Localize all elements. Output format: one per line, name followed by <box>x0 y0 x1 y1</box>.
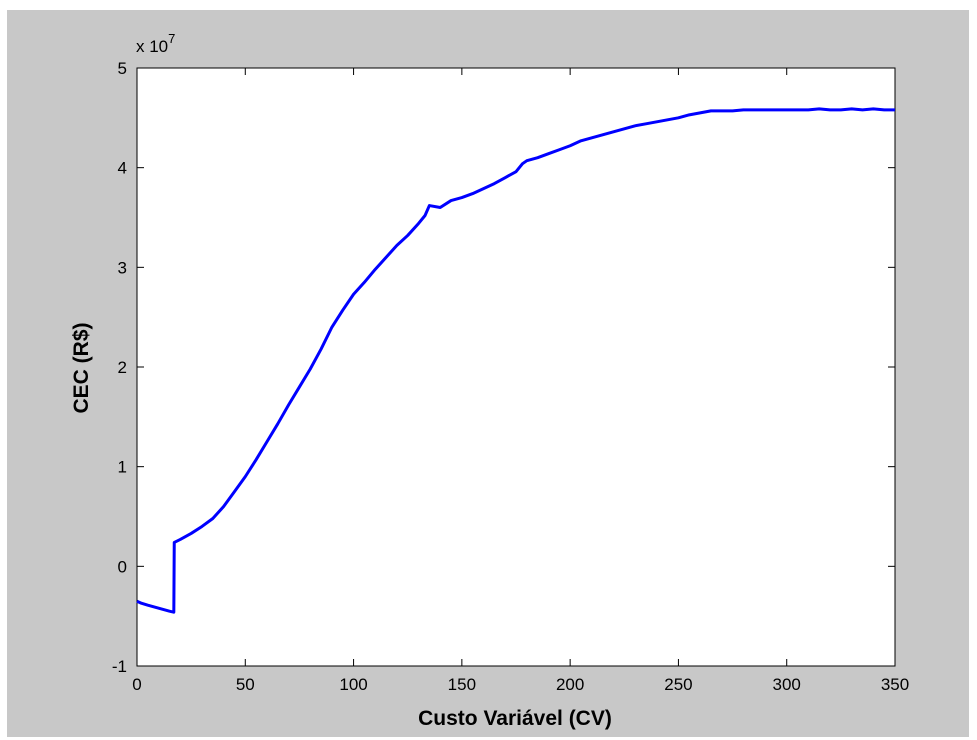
x-tick-label: 350 <box>881 675 909 694</box>
y-tick-labels: -1 0 1 2 3 4 5 <box>112 59 127 676</box>
y-exponent-label: x 107 <box>136 31 175 56</box>
x-tick-label: 50 <box>236 675 255 694</box>
y-tick-label: 1 <box>118 458 127 477</box>
ticks-layer <box>136 67 896 667</box>
y-tick-label: 2 <box>118 358 127 377</box>
y-exponent-base: x 10 <box>136 37 168 56</box>
x-tick-label: 250 <box>664 675 692 694</box>
plot-area <box>136 67 896 667</box>
y-tick-label: 0 <box>118 557 127 576</box>
x-tick-label: 150 <box>448 675 476 694</box>
x-tick-label: 100 <box>339 675 367 694</box>
x-tick-labels: 0 50 100 150 200 250 300 350 <box>132 675 909 694</box>
y-tick-label: -1 <box>112 657 127 676</box>
x-tick-label: 0 <box>132 675 141 694</box>
y-axis-title: CEC (R$) <box>70 322 93 413</box>
series-line <box>136 107 895 614</box>
x-tick-label: 300 <box>773 675 801 694</box>
y-exponent-power: 7 <box>168 31 175 46</box>
x-axis-title: Custo Variável (CV) <box>418 707 612 730</box>
y-tick-label: 3 <box>118 258 127 277</box>
x-tick-label: 200 <box>556 675 584 694</box>
y-tick-label: 4 <box>118 159 127 178</box>
y-tick-label: 5 <box>118 59 127 78</box>
